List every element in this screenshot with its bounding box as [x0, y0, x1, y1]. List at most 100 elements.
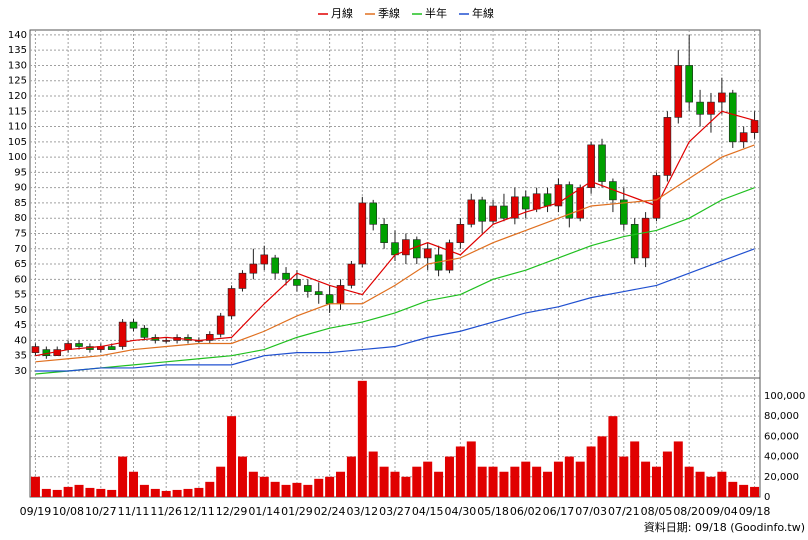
volume-bar — [597, 436, 607, 497]
volume-bar — [673, 441, 683, 497]
x-tick-label: 03/12 — [346, 505, 378, 518]
x-tick-label: 03/27 — [379, 505, 411, 518]
volume-bar — [390, 471, 400, 497]
candle-body — [347, 263, 356, 286]
volume-bar — [227, 416, 237, 497]
x-tick-label: 04/30 — [445, 505, 477, 518]
y-tick-label: 115 — [8, 106, 27, 117]
y-tick-label: 50 — [14, 305, 27, 316]
candle-body — [489, 205, 497, 222]
volume-bar — [641, 461, 651, 497]
volume-bar — [150, 488, 160, 497]
candle-body — [271, 257, 279, 274]
volume-bar — [107, 489, 117, 497]
candle-body — [478, 199, 486, 222]
candle-body — [129, 321, 138, 329]
y-tick-label: 120 — [8, 91, 27, 102]
candle-body — [412, 239, 421, 259]
volume-bar — [41, 488, 51, 497]
volume-bar — [85, 487, 95, 497]
legend-label: 月線 — [331, 6, 353, 20]
candle-body — [31, 346, 40, 353]
candle-body — [304, 285, 312, 292]
x-tick-label: 02/24 — [314, 505, 346, 518]
y-tick-label: 140 — [8, 30, 27, 41]
volume-bar — [706, 476, 716, 497]
volume-bar — [346, 456, 356, 497]
candle-body — [630, 224, 639, 259]
x-tick-label: 12/29 — [216, 505, 248, 518]
volume-bar — [325, 476, 335, 497]
x-tick-label: 05/18 — [477, 505, 509, 518]
candle-body — [739, 132, 748, 143]
x-tick-label: 09/04 — [706, 505, 738, 518]
legend-label: 年線 — [472, 6, 494, 20]
x-tick-label: 08/20 — [673, 505, 705, 518]
volume-bar — [357, 380, 367, 497]
ma-line — [35, 110, 755, 357]
y-tick-label: 80 — [14, 213, 27, 224]
candle-body — [685, 65, 693, 103]
volume-bar — [575, 461, 585, 497]
candle-body — [75, 343, 83, 347]
legend-label: 季線 — [378, 6, 400, 20]
candle-body — [652, 175, 661, 219]
volume-bar — [161, 490, 171, 497]
volume-bar — [619, 456, 629, 497]
x-tick-label: 01/14 — [248, 505, 280, 518]
volume-bar — [630, 441, 640, 497]
x-tick-label: 06/17 — [543, 505, 575, 518]
y-tick-label: 60,000 — [764, 431, 799, 442]
y-tick-label: 110 — [8, 122, 27, 133]
y-tick-label: 40,000 — [764, 452, 799, 463]
candle-body — [718, 92, 726, 103]
candle-body — [598, 144, 606, 182]
candle-body — [565, 184, 574, 219]
candle-body — [260, 254, 269, 265]
y-tick-label: 30 — [14, 366, 27, 377]
x-tick-label: 08/05 — [641, 505, 673, 518]
volume-bar — [237, 456, 247, 497]
x-tick-label: 12/11 — [183, 505, 215, 518]
footer: 資料日期: 09/18 (Goodinfo.tw) — [644, 520, 805, 534]
volume-bar — [728, 481, 738, 497]
volume-bar — [423, 461, 433, 497]
volume-bar — [270, 481, 280, 497]
candle-body — [118, 321, 127, 347]
x-tick-label: 09/19 — [20, 505, 52, 518]
volume-bar — [129, 471, 139, 497]
candle-body — [456, 224, 465, 243]
y-tick-label: 130 — [8, 60, 27, 71]
y-tick-label: 70 — [14, 244, 27, 255]
candle-body — [140, 327, 149, 338]
volume-bar — [63, 486, 73, 497]
y-tick-label: 100 — [8, 152, 27, 163]
candle-body — [576, 187, 585, 219]
volume-bar — [292, 482, 302, 497]
ma-line — [35, 187, 755, 375]
x-tick-label: 04/15 — [412, 505, 444, 518]
volume-bar — [662, 451, 672, 497]
y-tick-label: 60 — [14, 274, 27, 285]
volume-bar — [564, 456, 574, 497]
legend-label: 半年 — [425, 6, 447, 20]
volume-bar — [455, 446, 465, 497]
candle-body — [543, 193, 552, 207]
volume-bar — [30, 476, 40, 497]
candle-body — [707, 101, 715, 115]
candle-body — [293, 279, 301, 286]
candle-body — [467, 199, 476, 225]
volume-bar — [695, 471, 705, 497]
candle-body — [554, 184, 563, 207]
y-tick-label: 80,000 — [764, 411, 799, 422]
volume-bar — [532, 466, 542, 497]
ma-line — [35, 144, 755, 363]
candle-body — [227, 288, 236, 317]
candle-body — [162, 340, 170, 342]
candle-body — [64, 343, 72, 350]
volume-bar — [205, 481, 215, 497]
x-tick-label: 11/11 — [118, 505, 150, 518]
candle-body — [696, 101, 704, 115]
candle-body — [423, 248, 432, 259]
